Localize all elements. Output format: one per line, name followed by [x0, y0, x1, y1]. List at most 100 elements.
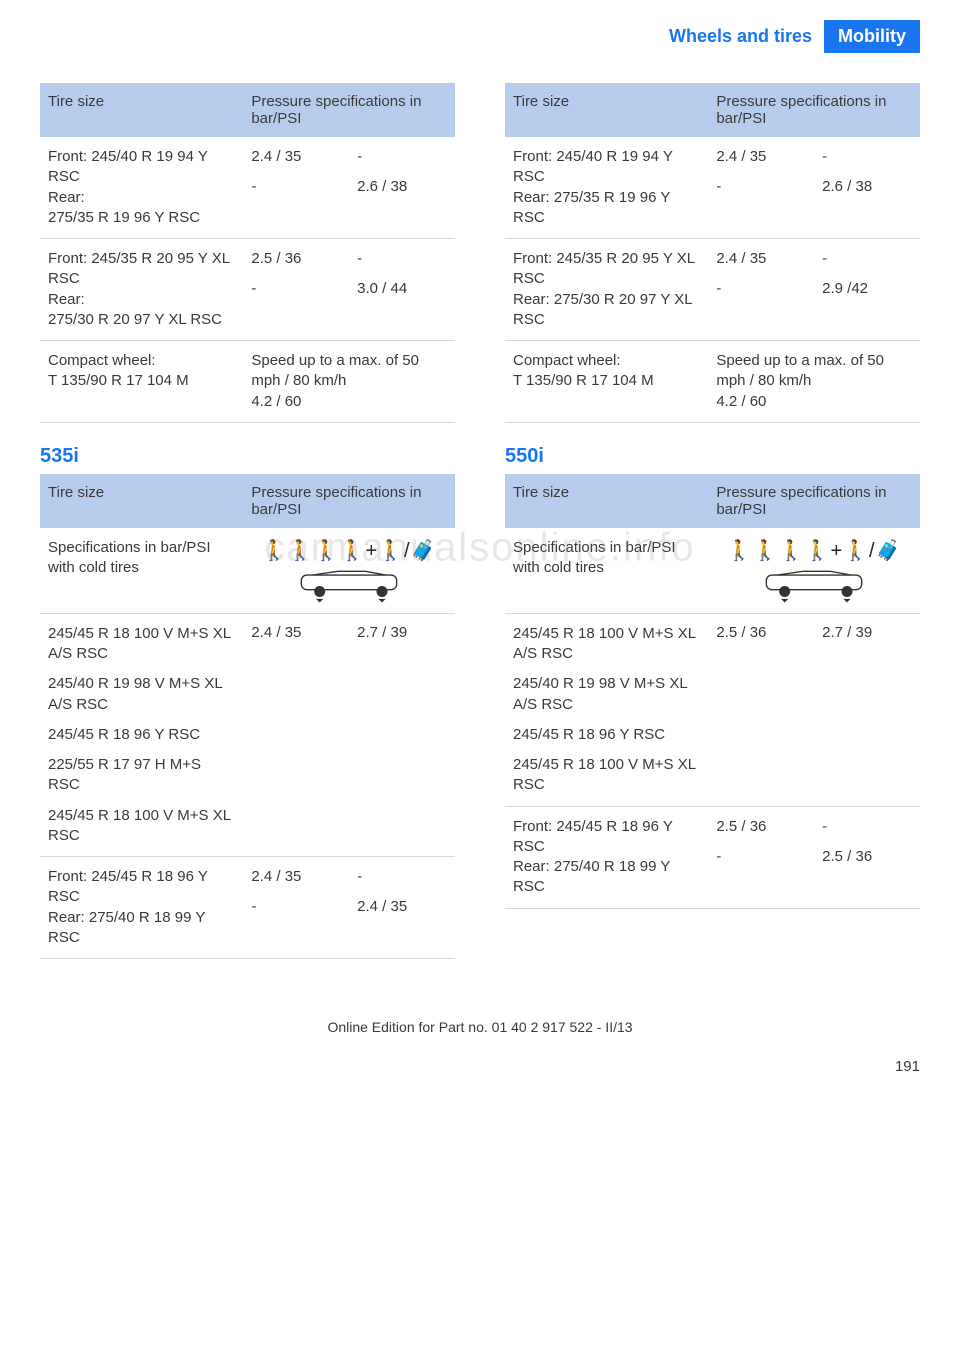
p-val: 2.5 / 36: [251, 249, 341, 269]
cell-p1: 2.5 / 36: [708, 613, 814, 806]
cell-spec-label: Specifications in bar/PSI with cold tire…: [505, 528, 708, 614]
page: Wheels and tiresMobility Tire size Press…: [0, 0, 960, 1095]
cell-p1: 2.4 / 35 -: [708, 239, 814, 341]
cell-p1: 2.5 / 36 -: [243, 239, 349, 341]
p-val: Speed up to a max. of 50 mph / 80 km/h 4…: [716, 351, 912, 412]
cell-p2: 2.7 / 39: [349, 613, 455, 856]
table-row: Front: 245/35 R 20 95 Y XL RSC Rear: 275…: [40, 239, 455, 341]
cell-size: Front: 245/40 R 19 94 Y RSC Rear: 275/35…: [40, 137, 243, 239]
p-val: -: [716, 177, 806, 197]
car-arrows-icon: [294, 569, 404, 603]
cell-p1: 2.4 / 35 -: [243, 857, 349, 959]
p-val: 2.9 /42: [822, 279, 912, 299]
p-val: -: [822, 147, 912, 167]
cell-size: 245/45 R 18 100 V M+S XL A/S RSC 245/40 …: [505, 613, 708, 806]
p-val: -: [822, 817, 912, 837]
table-row: 245/45 R 18 100 V M+S XL A/S RSC 245/40 …: [40, 613, 455, 856]
cell-size: Front: 245/35 R 20 95 Y XL RSC Rear: 275…: [505, 239, 708, 341]
cell-size: Front: 245/40 R 19 94 Y RSC Rear: 275/35…: [505, 137, 708, 239]
table-row: Compact wheel: T 135/90 R 17 104 M Speed…: [505, 341, 920, 423]
cell-p1: 2.4 / 35 -: [708, 137, 814, 239]
tire-size-text: Front: 245/40 R 19 94 Y RSC Rear: 275/35…: [48, 147, 235, 228]
p-val: -: [822, 249, 912, 269]
table-row: Compact wheel: T 135/90 R 17 104 M Speed…: [40, 341, 455, 423]
left-column: Tire size Pressure specifications in bar…: [40, 83, 455, 959]
cell-size: Compact wheel: T 135/90 R 17 104 M: [40, 341, 243, 423]
people-luggage-icon: 🚶🚶🚶🚶+🚶/🧳: [727, 538, 902, 563]
cell-spec-label: Specifications in bar/PSI with cold tire…: [40, 528, 243, 614]
table-row: 245/45 R 18 100 V M+S XL A/S RSC 245/40 …: [505, 613, 920, 806]
th-tire-size: Tire size: [505, 83, 708, 137]
tire-size-text: Front: 245/35 R 20 95 Y XL RSC Rear: 275…: [513, 249, 700, 330]
cell-size: Front: 245/45 R 18 96 Y RSC Rear: 275/40…: [40, 857, 243, 959]
tire-table-550i: Tire size Pressure specifica­tions in ba…: [505, 474, 920, 909]
th-pressure: Pressure specifica­tions in bar/PSI: [708, 474, 920, 528]
p-val: -: [251, 279, 341, 299]
cell-p-merged: Speed up to a max. of 50 mph / 80 km/h 4…: [708, 341, 920, 423]
cell-p2: - 3.0 / 44: [349, 239, 455, 341]
cell-p1: 2.5 / 36 -: [708, 806, 814, 908]
cell-p2: 2.7 / 39: [814, 613, 920, 806]
cell-p2: - 2.5 / 36: [814, 806, 920, 908]
tire-size-text: Compact wheel: T 135/90 R 17 104 M: [48, 351, 235, 392]
cell-p1: 2.4 / 35: [243, 613, 349, 856]
th-pressure: Pressure specifications in bar/PSI: [708, 83, 920, 137]
cell-p1: 2.4 / 35 -: [243, 137, 349, 239]
tire-size-text: 225/55 R 17 97 H M+S RSC: [48, 755, 235, 796]
cell-size: Compact wheel: T 135/90 R 17 104 M: [505, 341, 708, 423]
p-val: -: [357, 147, 447, 167]
car-arrows-icon: [759, 569, 869, 603]
th-tire-size: Tire size: [505, 474, 708, 528]
cell-size: Front: 245/35 R 20 95 Y XL RSC Rear: 275…: [40, 239, 243, 341]
p-val: -: [251, 897, 341, 917]
cell-p-merged: Speed up to a max. of 50 mph / 80 km/h 4…: [243, 341, 455, 423]
tire-table-535i: Tire size Pressure specifications in bar…: [40, 474, 455, 959]
p-val: 2.4 / 35: [716, 249, 806, 269]
footer-text: Online Edition for Part no. 01 40 2 917 …: [327, 1019, 632, 1035]
page-number: 191: [895, 1058, 920, 1075]
content-columns: Tire size Pressure specifications in bar…: [40, 83, 920, 959]
table-row: Front: 245/45 R 18 96 Y RSC Rear: 275/40…: [40, 857, 455, 959]
tire-size-text: Compact wheel: T 135/90 R 17 104 M: [513, 351, 700, 392]
p-val: 2.6 / 38: [822, 177, 912, 197]
p-val: -: [251, 177, 341, 197]
th-tire-size: Tire size: [40, 474, 243, 528]
header-chapter: Mobility: [824, 20, 920, 53]
p-val: 2.4 / 35: [357, 897, 447, 917]
model-heading-535i: 535i: [40, 445, 455, 468]
table-row: Front: 245/35 R 20 95 Y XL RSC Rear: 275…: [505, 239, 920, 341]
cell-p2: - 2.6 / 38: [349, 137, 455, 239]
p-val: -: [716, 279, 806, 299]
table-row: Front: 245/40 R 19 94 Y RSC Rear: 275/35…: [40, 137, 455, 239]
p-val: -: [716, 847, 806, 867]
th-pressure: Pressure specifications in bar/PSI: [243, 83, 455, 137]
cell-p2: - 2.4 / 35: [349, 857, 455, 959]
tire-size-text: Front: 245/35 R 20 95 Y XL RSC Rear: 275…: [48, 249, 235, 330]
right-column: Tire size Pressure specifications in bar…: [505, 83, 920, 959]
tire-size-text: 245/45 R 18 100 V M+S XL RSC: [48, 806, 235, 847]
tire-size-text: 245/40 R 19 98 V M+S XL A/S RSC: [48, 674, 235, 715]
p-val: 2.5 / 36: [822, 847, 912, 867]
table-row-spec: Specifications in bar/PSI with cold tire…: [505, 528, 920, 614]
tire-size-text: Front: 245/45 R 18 96 Y RSC Rear: 275/40…: [513, 817, 700, 898]
th-tire-size: Tire size: [40, 83, 243, 137]
tire-table-top-left: Tire size Pressure specifications in bar…: [40, 83, 455, 423]
tire-size-text: 245/40 R 19 98 V M+S XL A/S RSC: [513, 674, 700, 715]
cell-size: Front: 245/45 R 18 96 Y RSC Rear: 275/40…: [505, 806, 708, 908]
th-pressure: Pressure specifications in bar/PSI: [243, 474, 455, 528]
p-val: Speed up to a max. of 50 mph / 80 km/h 4…: [251, 351, 447, 412]
tire-size-text: Front: 245/45 R 18 96 Y RSC Rear: 275/40…: [48, 867, 235, 948]
tire-size-text: Front: 245/40 R 19 94 Y RSC Rear: 275/35…: [513, 147, 700, 228]
p-val: -: [357, 249, 447, 269]
table-row-spec: Specifications in bar/PSI with cold tire…: [40, 528, 455, 614]
p-val: 2.5 / 36: [716, 817, 806, 837]
model-heading-550i: 550i: [505, 445, 920, 468]
table-row: Front: 245/45 R 18 96 Y RSC Rear: 275/40…: [505, 806, 920, 908]
cell-p2: - 2.6 / 38: [814, 137, 920, 239]
people-luggage-icon: 🚶🚶🚶🚶+🚶/🧳: [262, 538, 437, 563]
tire-table-top-right: Tire size Pressure specifications in bar…: [505, 83, 920, 423]
cell-p2: - 2.9 /42: [814, 239, 920, 341]
tire-size-text: 245/45 R 18 96 Y RSC: [48, 725, 235, 745]
p-val: -: [357, 867, 447, 887]
tire-size-text: 245/45 R 18 100 V M+S XL RSC: [513, 755, 700, 796]
